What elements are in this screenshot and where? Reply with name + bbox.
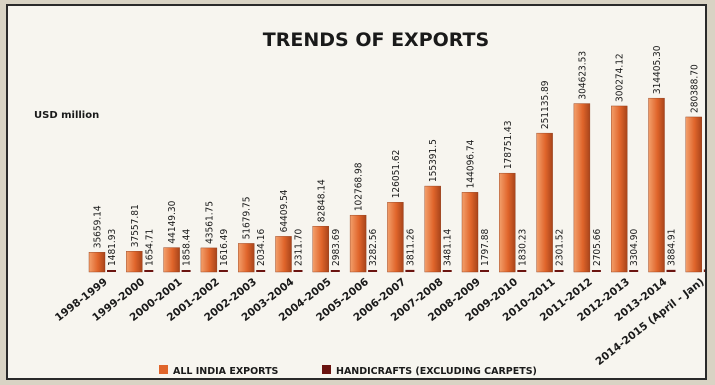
value-label-all-india-2011-2012: 304623.53 xyxy=(577,51,588,100)
value-label-all-india-2010-2011: 251135.89 xyxy=(540,80,551,129)
legend-swatch-all-india xyxy=(159,365,168,374)
bar-handicrafts-2009-2010 xyxy=(517,270,527,272)
bar-all-india-1999-2000 xyxy=(126,251,143,273)
bar-handicrafts-1998-1999 xyxy=(107,270,116,272)
bar-handicrafts-2006-2007 xyxy=(405,269,415,272)
bar-handicrafts-2000-2001 xyxy=(181,270,191,272)
value-label-handicrafts-2012-2013: 3304.90 xyxy=(629,229,640,266)
value-label-all-india-2006-2007: 126051.62 xyxy=(391,150,402,199)
value-label-handicrafts-2014-2015-april-jan: 4537.81 xyxy=(704,228,705,265)
bar-all-india-2014-2015-april-jan xyxy=(685,116,702,273)
bar-all-india-2004-2005 xyxy=(312,225,329,273)
bar-all-india-2010-2011 xyxy=(536,132,553,273)
bar-handicrafts-2007-2008 xyxy=(442,270,452,272)
bar-all-india-2001-2002 xyxy=(200,247,218,273)
bar-all-india-2008-2009 xyxy=(461,192,479,273)
bar-all-india-2002-2003 xyxy=(237,243,255,273)
value-label-handicrafts-2009-2010: 1830.23 xyxy=(517,229,528,266)
category-labels-layer: 1998-19991999-20002000-20012001-20022002… xyxy=(53,276,705,368)
legend-swatch-handicrafts xyxy=(322,365,331,374)
bar-all-india-2011-2012 xyxy=(573,103,591,273)
value-label-handicrafts-2007-2008: 3481.14 xyxy=(443,229,454,266)
bars-layer xyxy=(88,97,705,273)
bar-handicrafts-2013-2014 xyxy=(666,269,676,272)
value-label-handicrafts-2013-2014: 3884.91 xyxy=(667,229,678,266)
bar-handicrafts-1999-2000 xyxy=(144,270,154,272)
bar-all-india-2000-2001 xyxy=(163,247,180,273)
value-label-all-india-2002-2003: 51679.75 xyxy=(242,197,253,240)
y-axis-label: USD million xyxy=(34,110,99,121)
bar-all-india-2003-2004 xyxy=(275,236,292,273)
value-label-all-india-2000-2001: 44149.30 xyxy=(167,200,178,243)
legend-label-handicrafts: HANDICRAFTS (EXCLUDING CARPETS) xyxy=(336,366,537,377)
value-label-all-india-2009-2010: 178751.43 xyxy=(503,121,514,170)
bar-handicrafts-2003-2004 xyxy=(293,270,303,272)
value-label-all-india-2008-2009: 144096.74 xyxy=(466,139,477,188)
bar-all-india-2005-2006 xyxy=(349,214,367,273)
legend: ALL INDIA EXPORTS HANDICRAFTS (EXCLUDING… xyxy=(159,365,537,377)
value-label-handicrafts-2003-2004: 2311.70 xyxy=(294,229,305,266)
exports-chart: TRENDS OF EXPORTS USD million 35659.14 14… xyxy=(34,29,706,377)
value-label-all-india-1999-2000: 37557.81 xyxy=(130,204,141,247)
bar-handicrafts-2008-2009 xyxy=(480,270,489,272)
value-label-all-india-2004-2005: 82848.14 xyxy=(316,179,327,222)
bar-handicrafts-2005-2006 xyxy=(368,270,378,272)
value-label-handicrafts-2005-2006: 3282.56 xyxy=(368,229,379,266)
value-label-all-india-2013-2014: 314405.30 xyxy=(652,45,663,94)
value-label-handicrafts-2006-2007: 3811.26 xyxy=(405,228,416,265)
value-label-handicrafts-2000-2001: 1858.44 xyxy=(182,229,193,266)
value-label-handicrafts-1998-1999: 1481.93 xyxy=(107,229,118,266)
value-label-handicrafts-2008-2009: 1797.88 xyxy=(480,229,491,266)
value-label-handicrafts-2004-2005: 2983.69 xyxy=(331,229,342,266)
value-label-handicrafts-2001-2002: 1616.49 xyxy=(219,229,230,266)
value-label-handicrafts-2011-2012: 2705.66 xyxy=(592,229,603,266)
value-label-handicrafts-1999-2000: 1654.71 xyxy=(144,229,155,266)
value-label-all-india-1998-1999: 35659.14 xyxy=(93,205,104,248)
bar-all-india-2012-2013 xyxy=(611,105,628,273)
bar-all-india-2007-2008 xyxy=(424,185,441,273)
value-label-all-india-2007-2008: 155391.5 xyxy=(428,139,439,182)
value-label-handicrafts-2010-2011: 2301.52 xyxy=(555,229,566,266)
value-label-handicrafts-2002-2003: 2034.16 xyxy=(256,229,267,266)
chart-frame: TRENDS OF EXPORTS USD million 35659.14 14… xyxy=(6,4,707,380)
bar-handicrafts-2001-2002 xyxy=(218,270,228,272)
bar-handicrafts-2004-2005 xyxy=(330,270,340,272)
legend-label-all-india: ALL INDIA EXPORTS xyxy=(173,366,279,377)
bar-handicrafts-2012-2013 xyxy=(629,270,639,272)
value-label-all-india-2005-2006: 102768.98 xyxy=(354,162,365,211)
value-label-all-india-2014-2015-april-jan: 280388.70 xyxy=(689,64,700,113)
value-label-all-india-2001-2002: 43561.75 xyxy=(204,201,215,244)
bar-handicrafts-2011-2012 xyxy=(591,270,601,272)
bar-handicrafts-2010-2011 xyxy=(554,270,564,272)
bar-all-india-2013-2014 xyxy=(648,97,665,273)
bar-all-india-2009-2010 xyxy=(499,172,516,273)
bar-handicrafts-2002-2003 xyxy=(256,270,266,272)
bar-all-india-2006-2007 xyxy=(387,202,404,273)
value-label-all-india-2003-2004: 64409.54 xyxy=(279,189,290,232)
value-label-all-india-2012-2013: 300274.12 xyxy=(615,53,626,102)
chart-title: TRENDS OF EXPORTS xyxy=(263,29,489,51)
bar-all-india-1998-1999 xyxy=(88,252,106,273)
bar-handicrafts-2014-2015-april-jan xyxy=(703,269,705,272)
